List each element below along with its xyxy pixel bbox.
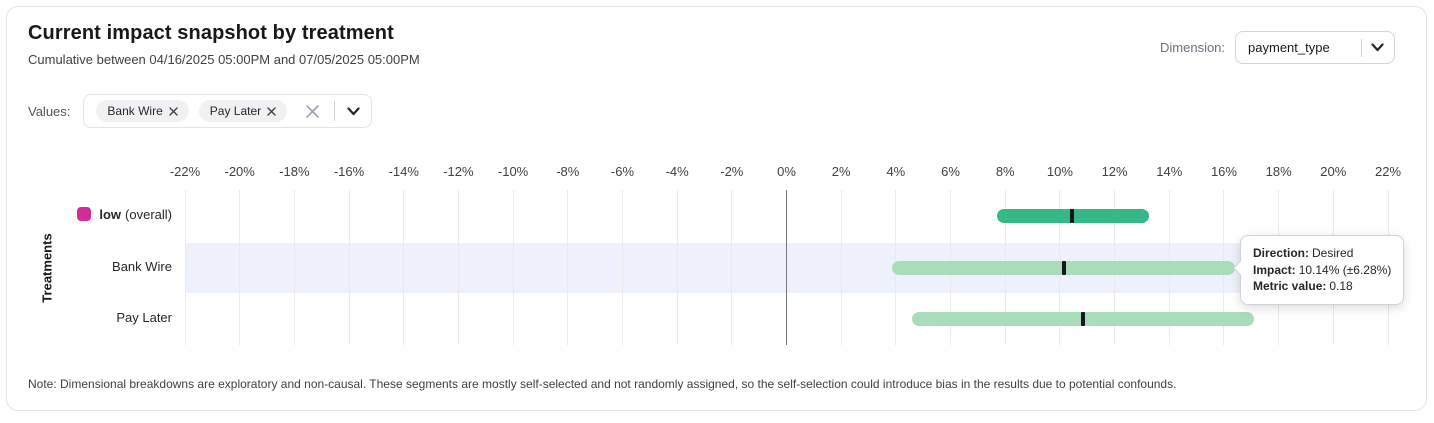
page-title: Current impact snapshot by treatment — [28, 22, 394, 44]
x-tick-label: -10% — [497, 164, 529, 179]
x-tick-label: 14% — [1156, 164, 1183, 179]
gridline — [403, 190, 405, 345]
x-tick-label: 2% — [831, 164, 851, 179]
x-icon[interactable] — [267, 106, 276, 116]
x-tick-label: 22% — [1374, 164, 1402, 179]
x-tick-label: 20% — [1320, 164, 1347, 179]
x-tick-label: 8% — [995, 164, 1015, 179]
clear-all-x-icon[interactable] — [305, 104, 320, 119]
gridline — [184, 190, 186, 345]
x-tick-label: -12% — [443, 164, 474, 179]
row-label: low (overall) — [0, 207, 172, 222]
impact-marker — [1061, 260, 1066, 275]
values-multiselect[interactable]: Bank Wire Pay Later — [83, 94, 373, 128]
gridline — [512, 190, 514, 345]
row-label: Pay Later — [116, 310, 172, 326]
divider — [334, 101, 336, 121]
gridline — [293, 190, 295, 345]
chevron-down-icon — [1371, 43, 1384, 52]
impact-snapshot-card — [6, 6, 1427, 411]
gridline — [840, 190, 842, 345]
tooltip-direction: Direction: Desired — [1253, 246, 1354, 260]
bar-tooltip: Direction: Desired Impact: 10.14% (±6.28%)… — [1232, 235, 1405, 305]
dimension-selected-value: payment_type — [1248, 40, 1330, 55]
zero-line — [785, 190, 788, 345]
header: Current impact snapshot by treatment Cum… — [28, 22, 420, 67]
x-tick-label: -22% — [169, 164, 201, 179]
x-tick-label: 18% — [1265, 164, 1292, 179]
chip-label: Pay Later — [209, 104, 262, 118]
value-chip-pay-later[interactable]: Pay Later — [198, 100, 288, 122]
values-label: Values: — [28, 103, 71, 119]
divider — [1361, 38, 1363, 57]
x-tick-label: 10% — [1046, 164, 1073, 179]
x-tick-label: 6% — [941, 164, 960, 179]
x-tick-label: -14% — [388, 164, 419, 179]
legend-swatch — [77, 207, 92, 222]
x-tick-label: 16% — [1210, 164, 1237, 179]
gridline — [731, 190, 733, 345]
row-label-text: low — [99, 206, 122, 222]
x-tick-label: 0% — [777, 164, 796, 179]
dimension-control: Dimension: payment_type — [1160, 31, 1396, 64]
chevron-down-icon[interactable] — [347, 106, 360, 116]
x-icon[interactable] — [169, 106, 178, 116]
x-tick-label: 12% — [1101, 164, 1128, 179]
gridline — [567, 190, 569, 345]
x-tick-label: -18% — [279, 164, 310, 179]
gridline — [621, 190, 623, 345]
x-tick-label: 4% — [886, 164, 906, 179]
gridline — [457, 190, 459, 345]
exploratory-note: Note: Dimensional breakdowns are explora… — [28, 377, 1177, 391]
impact-marker — [1070, 208, 1075, 223]
x-tick-label: -20% — [224, 164, 255, 179]
x-tick-label: -16% — [333, 164, 365, 179]
impact-marker — [1081, 312, 1086, 327]
gridline — [348, 190, 350, 345]
chip-label: Bank Wire — [107, 104, 163, 118]
value-chip-bank-wire[interactable]: Bank Wire — [96, 100, 189, 122]
tooltip-metric-value: Metric value: 0.18 — [1253, 279, 1353, 293]
row-label: Bank Wire — [112, 258, 172, 274]
gridline — [239, 190, 241, 345]
x-tick-label: -8% — [556, 164, 580, 179]
x-tick-label: -2% — [720, 164, 744, 179]
tooltip-impact: Impact: 10.14% (±6.28%) — [1253, 262, 1392, 277]
x-tick-label: -4% — [665, 164, 689, 179]
values-filter: Values: Bank Wire Pay Later — [28, 94, 373, 128]
row-label-suffix: (overall) — [125, 206, 172, 222]
gridline — [676, 190, 678, 345]
dimension-label: Dimension: — [1160, 40, 1226, 55]
date-range-subtitle: Cumulative between 04/16/2025 05:00PM an… — [28, 52, 420, 67]
dimension-select[interactable]: payment_type — [1235, 31, 1396, 64]
x-tick-label: -6% — [610, 164, 635, 179]
